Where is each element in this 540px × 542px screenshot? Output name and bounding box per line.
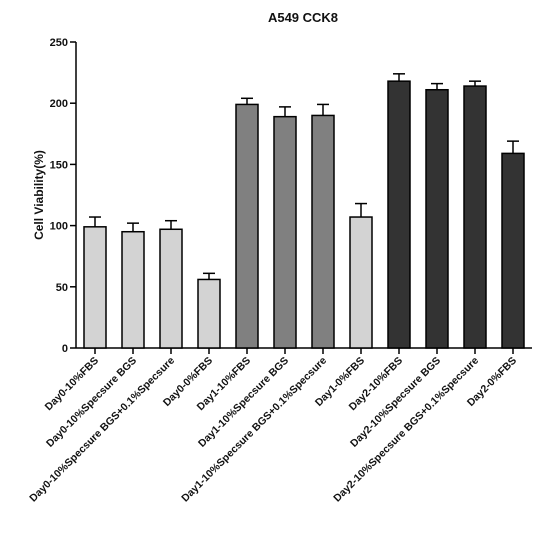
y-tick-label: 200 bbox=[50, 98, 68, 110]
bar bbox=[349, 216, 373, 349]
bar bbox=[501, 152, 525, 349]
bar bbox=[121, 230, 145, 349]
bar bbox=[311, 114, 335, 349]
bars-group bbox=[83, 73, 525, 349]
bar bbox=[159, 228, 183, 349]
chart-title: A549 CCK8 bbox=[268, 10, 338, 25]
y-tick-label: 0 bbox=[62, 343, 68, 355]
axes: 0 50 100 150 200 250 bbox=[50, 37, 532, 355]
bar bbox=[273, 115, 297, 349]
bar bbox=[463, 85, 487, 349]
y-tick-label: 150 bbox=[50, 159, 68, 171]
bar bbox=[235, 103, 259, 349]
bar bbox=[197, 278, 221, 349]
y-axis-label: Cell Viability(%) bbox=[32, 150, 46, 240]
y-tick-label: 50 bbox=[56, 282, 68, 294]
y-tick-label: 100 bbox=[50, 221, 68, 233]
bar bbox=[387, 80, 411, 349]
x-category-label: Day2-10%Specsure BGS+0.1%Specsure bbox=[331, 355, 481, 505]
x-category-label: Day0-10%Specsure BGS+0.1%Specsure bbox=[27, 355, 177, 505]
y-tick-label: 250 bbox=[50, 37, 68, 49]
x-category-label: Day1-10%Specsure BGS+0.1%Specsure bbox=[179, 355, 329, 505]
bar bbox=[425, 88, 449, 349]
bar bbox=[83, 226, 107, 349]
